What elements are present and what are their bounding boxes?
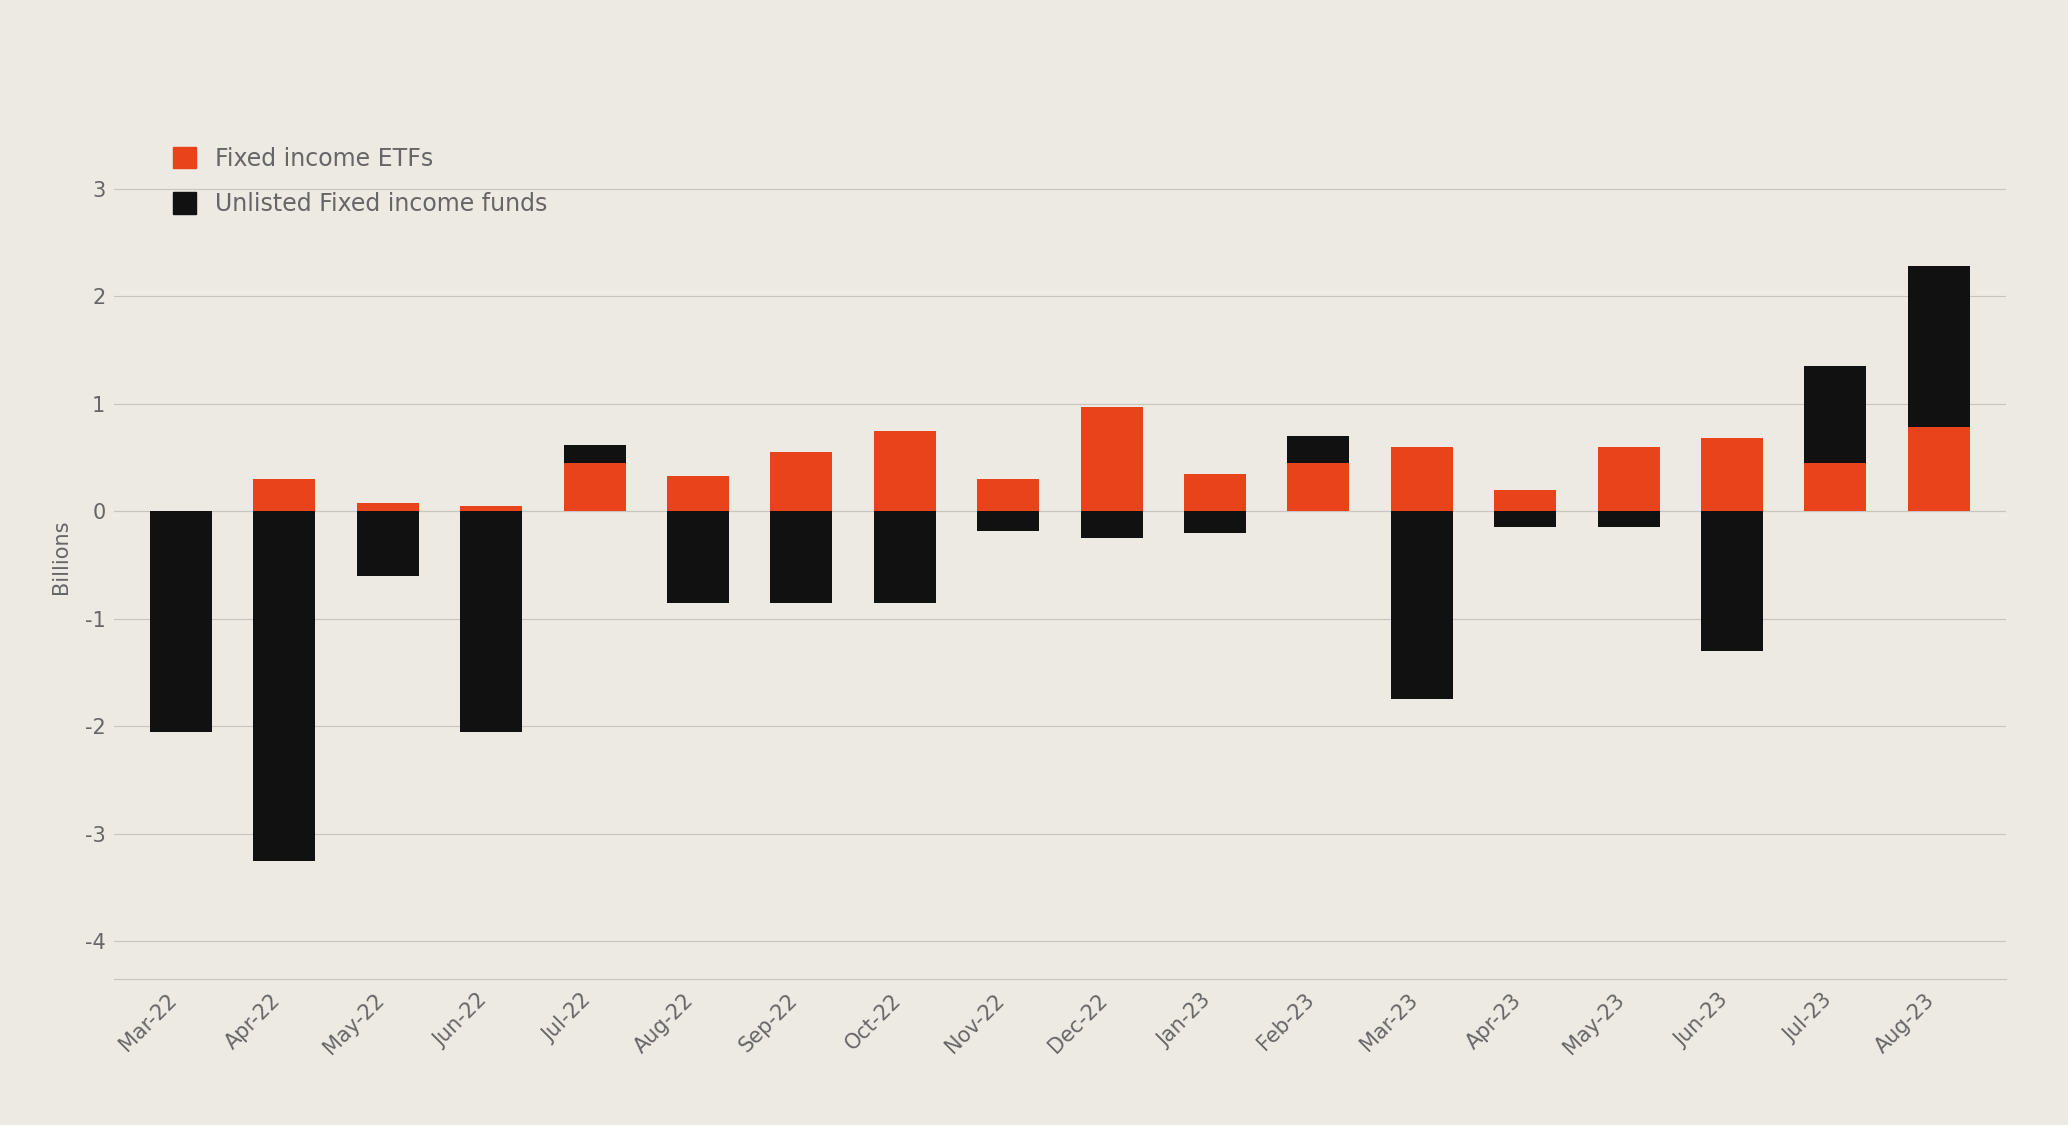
Bar [1493,489,1557,511]
Bar [1907,267,1971,428]
Bar [873,431,935,511]
Y-axis label: Billions: Billions [52,520,70,594]
Bar [1079,511,1142,538]
Bar [1390,511,1452,700]
Bar [1803,366,1867,462]
Bar [1700,511,1762,651]
Bar [769,452,831,511]
Bar [562,444,625,462]
Bar [1907,428,1971,511]
Bar [459,506,521,511]
Bar [149,511,211,731]
Bar [252,479,314,511]
Bar [1183,511,1245,533]
Bar [1803,462,1867,511]
Bar [1079,407,1142,511]
Bar [666,511,730,603]
Bar [978,479,1040,511]
Bar [358,503,418,511]
Bar [1390,447,1452,511]
Bar [1286,462,1348,511]
Bar [1596,511,1659,528]
Bar [149,511,211,516]
Bar [459,511,521,731]
Bar [769,511,831,603]
Bar [1493,511,1557,528]
Bar [1183,474,1245,511]
Bar [358,511,418,576]
Bar [666,476,730,511]
Bar [1700,438,1762,511]
Bar [1596,447,1659,511]
Bar [978,511,1040,531]
Legend: Fixed income ETFs, Unlisted Fixed income funds: Fixed income ETFs, Unlisted Fixed income… [174,146,548,216]
Bar [873,511,935,603]
Bar [562,462,625,511]
Bar [1286,436,1348,462]
Bar [252,511,314,861]
